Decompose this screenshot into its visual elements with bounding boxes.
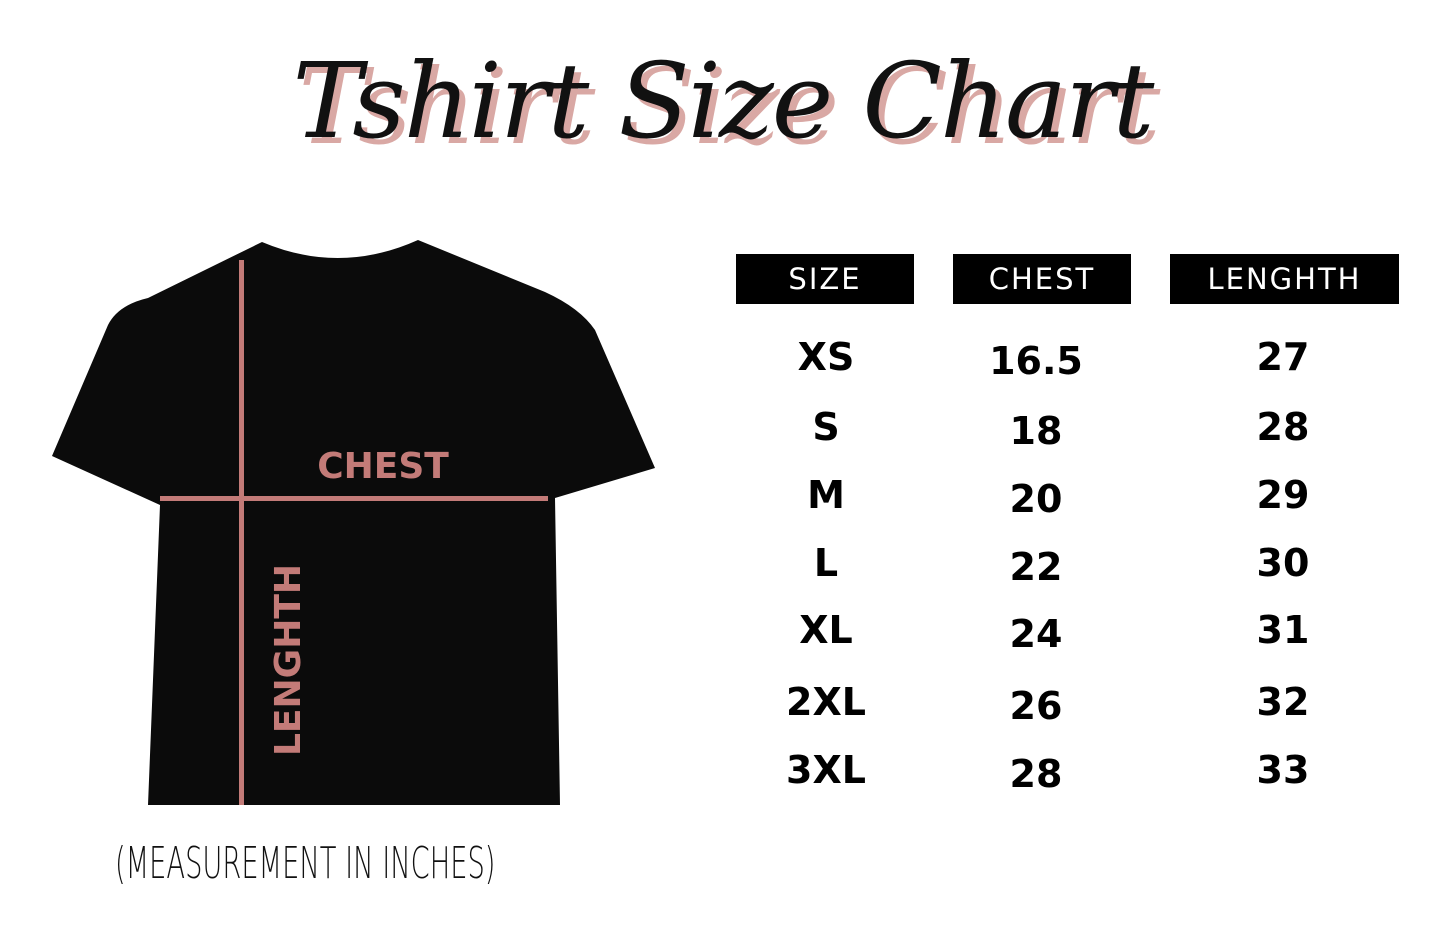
length-cell: 29 <box>1256 473 1310 517</box>
header-length: LENGHTH <box>1170 254 1399 304</box>
measurement-note: (MEASUREMENT IN INCHES) <box>115 838 496 889</box>
length-cell: 27 <box>1256 335 1310 379</box>
header-size: SIZE <box>736 254 914 304</box>
length-cell: 33 <box>1256 748 1310 792</box>
chest-line <box>160 496 548 501</box>
length-cell: 32 <box>1256 680 1310 724</box>
size-cell: L <box>813 541 839 585</box>
size-cell: 3XL <box>786 748 866 792</box>
header-chest: CHEST <box>953 254 1131 304</box>
chest-cell: 20 <box>1009 477 1063 521</box>
chest-cell: 24 <box>1009 612 1063 656</box>
chest-cell: 16.5 <box>989 339 1083 383</box>
tshirt-shape <box>52 240 655 805</box>
length-cell: 30 <box>1256 541 1310 585</box>
size-cell: S <box>812 405 840 449</box>
chest-cell: 22 <box>1009 545 1063 589</box>
chest-cell: 28 <box>1009 752 1063 796</box>
size-cell: XL <box>799 608 853 652</box>
chest-cell: 26 <box>1009 684 1063 728</box>
length-cell: 31 <box>1256 608 1310 652</box>
chest-cell: 18 <box>1009 409 1063 453</box>
length-cell: 28 <box>1256 405 1310 449</box>
size-cell: M <box>807 473 845 517</box>
page-title: Tshirt Size Chart <box>292 40 1155 162</box>
size-cell: XS <box>797 335 855 379</box>
length-line <box>239 260 244 805</box>
length-label: LENGHTH <box>268 564 309 756</box>
tshirt-diagram: CHEST LENGHTH <box>52 240 655 805</box>
size-cell: 2XL <box>786 680 866 724</box>
chest-label: CHEST <box>317 446 449 487</box>
